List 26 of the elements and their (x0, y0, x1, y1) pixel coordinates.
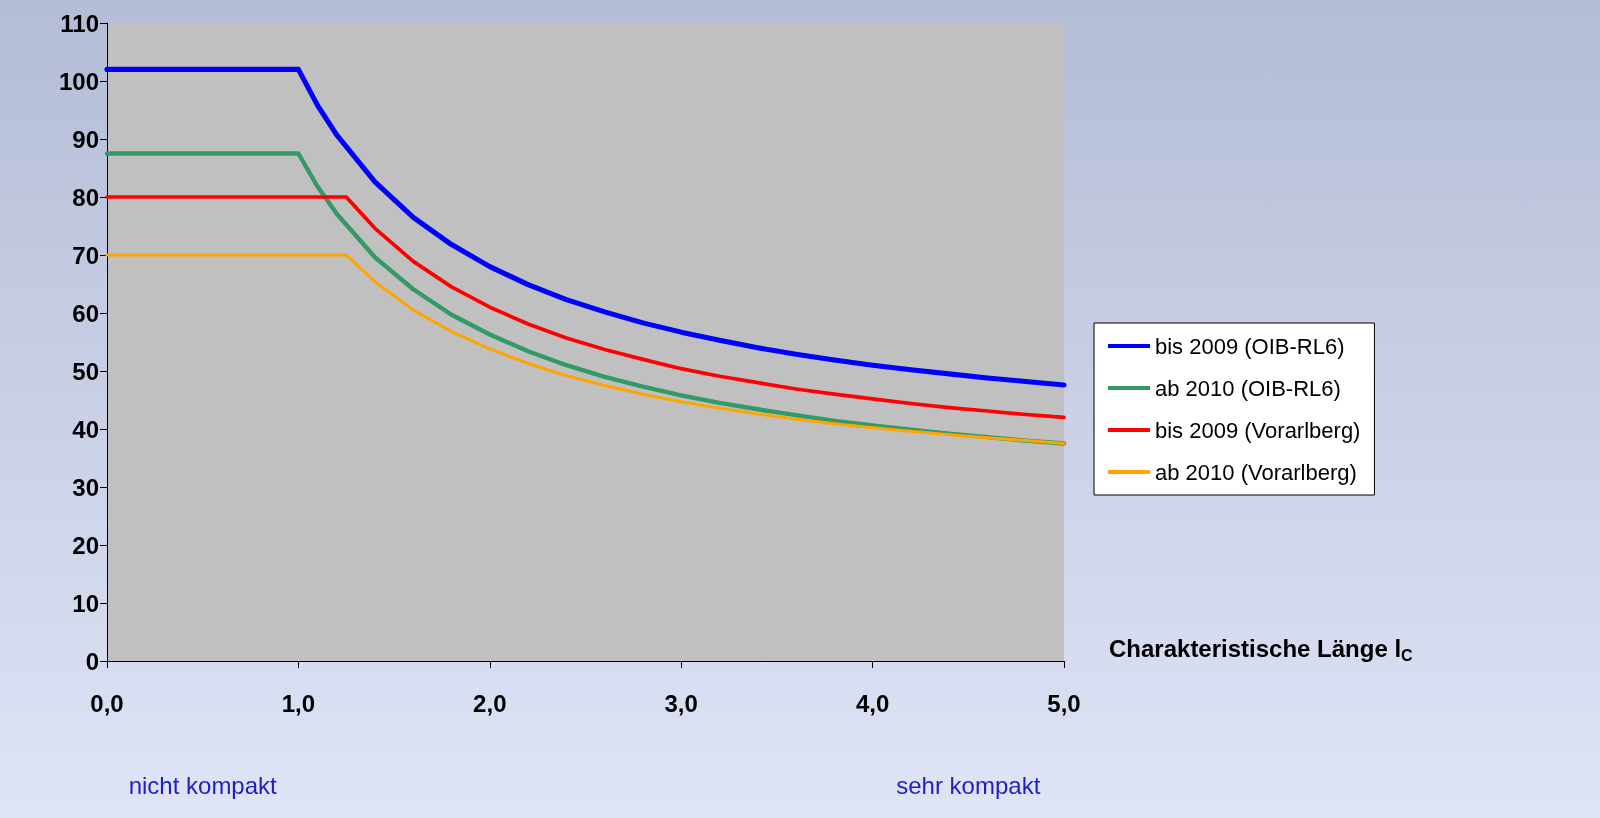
x-tick-label: 3,0 (664, 689, 698, 717)
x-tick-label: 0,0 (90, 689, 124, 717)
line-series (105, 195, 1066, 420)
y-tick-label: 0 (85, 647, 99, 675)
y-tick-label: 90 (72, 125, 99, 153)
legend-label: bis 2009 (Vorarlberg) (1155, 417, 1361, 443)
legend-label: ab 2010 (Vorarlberg) (1155, 459, 1357, 485)
x-tick-label: 2,0 (473, 689, 507, 717)
x-tick-label: 4,0 (855, 689, 890, 717)
y-tick-label: 60 (72, 299, 99, 327)
x-tick-label: 1,0 (281, 689, 316, 717)
legend-label: bis 2009 (OIB-RL6) (1155, 333, 1345, 359)
x-tick-label: 5,0 (1047, 689, 1081, 717)
y-tick-label: 70 (72, 241, 99, 269)
y-tick-label: 80 (72, 183, 99, 211)
text: sehr kompakt (896, 771, 1041, 799)
y-tick-label: 30 (72, 473, 99, 501)
y-tick-label: 40 (72, 415, 99, 443)
y-tick-label: 20 (72, 531, 99, 559)
legend-label: ab 2010 (OIB-RL6) (1155, 375, 1341, 401)
y-tick-label: 50 (72, 357, 99, 385)
y-tick-label: 110 (60, 9, 99, 37)
line-series (105, 253, 1066, 445)
text: nicht kompakt (128, 771, 278, 799)
y-tick-label: 10 (72, 589, 99, 617)
y-tick-label: 100 (58, 67, 99, 95)
